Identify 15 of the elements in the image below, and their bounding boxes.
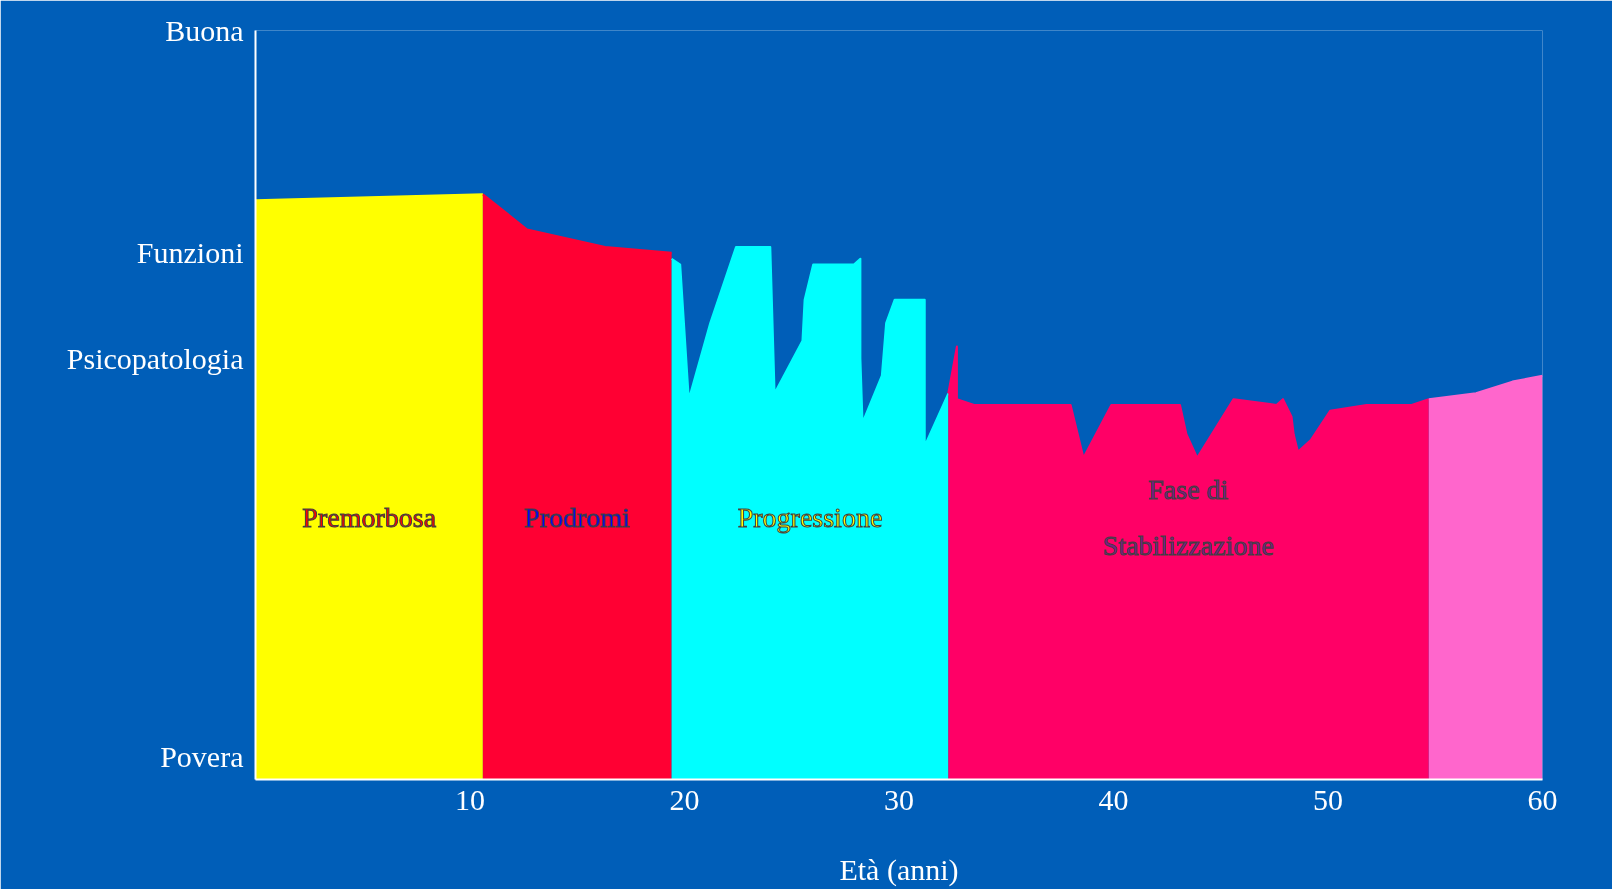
- x-tick-label: 20: [669, 782, 700, 816]
- series-label: Fase di Stabilizzazione: [1103, 473, 1275, 561]
- x-tick-label: 60: [1527, 782, 1558, 816]
- series-label: Progressione: [737, 501, 883, 533]
- x-tick-label: 40: [1098, 782, 1129, 816]
- x-axis-title: Età (anni): [839, 852, 959, 887]
- x-tick-label: 50: [1313, 782, 1343, 816]
- text: Povera: [160, 739, 244, 773]
- x-tick-label: 10: [455, 782, 485, 816]
- text: Funzioni: [136, 236, 244, 270]
- series-label: Prodromi: [524, 501, 631, 533]
- text: Buona: [165, 14, 244, 47]
- text: Psicopatologia: [66, 341, 244, 375]
- x-tick-label: 30: [884, 782, 914, 816]
- series-label: Premorbosa: [302, 501, 437, 533]
